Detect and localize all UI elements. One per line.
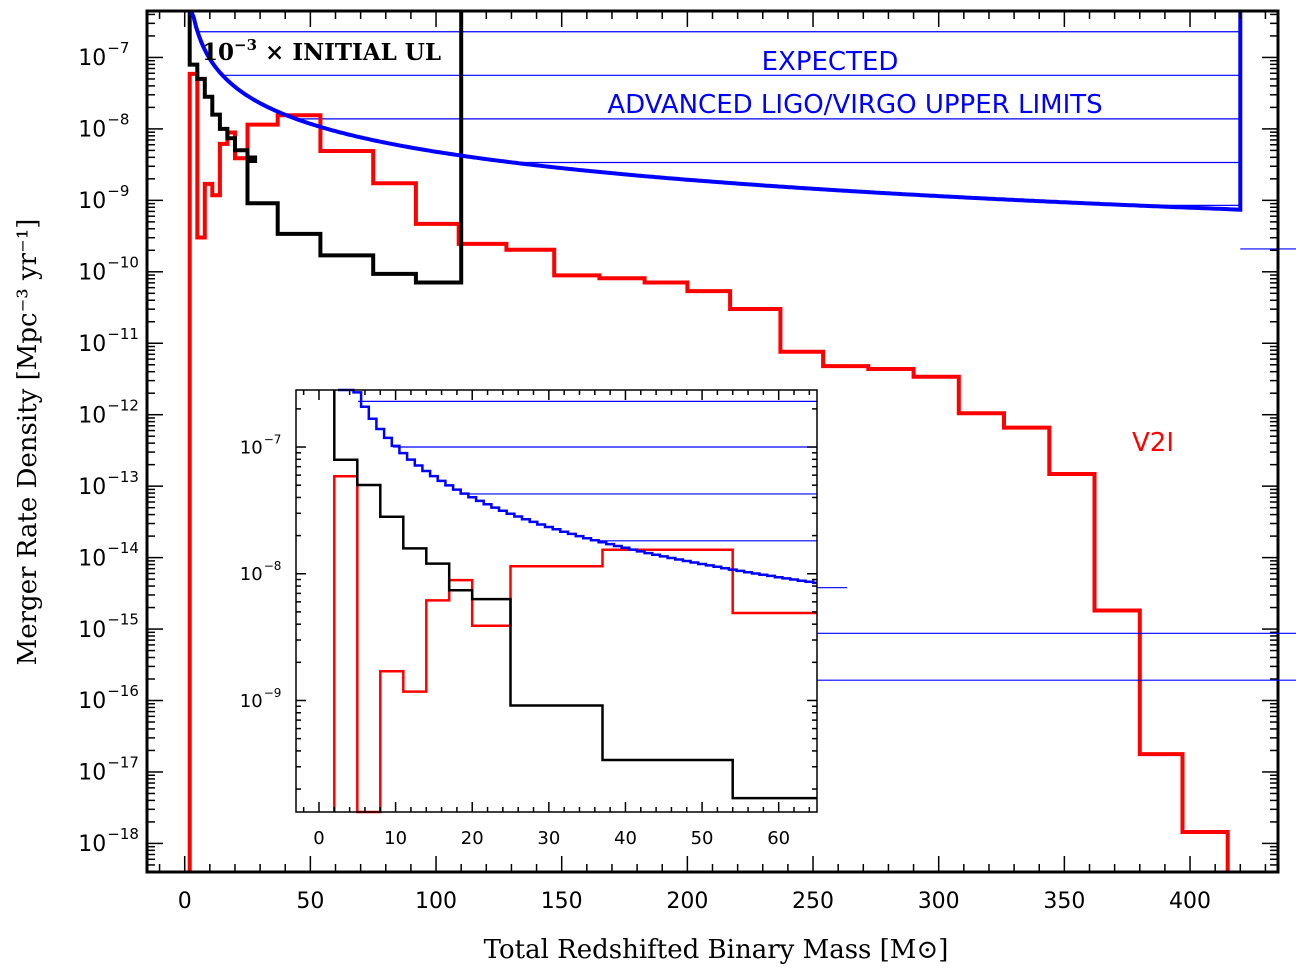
main-y-tick-label: 10 [78, 832, 106, 857]
main-x-tick-label: 350 [1043, 889, 1085, 914]
inset-y-tick-label: 10 [240, 691, 263, 712]
main-y-tick-label: 10 [78, 46, 106, 71]
main-y-tick-exponent: −14 [107, 539, 139, 557]
main-x-tick-label: 100 [415, 889, 457, 914]
inset-y-tick-label: 10 [240, 564, 263, 585]
initial-ul-annotation: 10−3 × INITIAL UL [202, 36, 441, 66]
main-y-tick-label: 10 [78, 546, 106, 571]
inset-plot-frame [295, 389, 818, 813]
main-x-tick-label: 50 [296, 889, 324, 914]
main-series [187, 10, 1243, 872]
inset-x-tick-label: 50 [691, 828, 714, 849]
inset-background [296, 390, 817, 812]
expected-label: EXPECTED [762, 47, 899, 77]
main-x-tick-label: 300 [918, 889, 960, 914]
main-y-tick-exponent: −12 [107, 396, 139, 414]
main-series-expected-ul [189, 10, 1243, 212]
main-y-tick-label: 10 [78, 118, 106, 143]
inset-y-tick-exponent: −7 [264, 432, 282, 446]
main-x-tick-label: 150 [541, 889, 583, 914]
y-axis-label: Merger Rate Density [Mpc⁻³ yr⁻¹] [13, 219, 43, 666]
main-y-tick-exponent: −17 [107, 754, 139, 772]
inset-x-tick-label: 20 [461, 828, 484, 849]
v2i-label: V2I [1132, 428, 1174, 458]
main-y-tick-exponent: −15 [107, 611, 139, 629]
main-y-tick-label: 10 [78, 261, 106, 286]
main-y-tick-exponent: −8 [107, 110, 129, 128]
main-y-tick-label: 10 [78, 618, 106, 643]
main-y-tick-exponent: −7 [107, 39, 129, 57]
main-y-tick-exponent: −13 [107, 468, 139, 486]
main-y-tick-exponent: −9 [107, 182, 129, 200]
inset-x-tick-label: 30 [537, 828, 560, 849]
main-y-tick-exponent: −10 [107, 253, 139, 271]
advanced-ligo-label: ADVANCED LIGO/VIRGO UPPER LIMITS [607, 90, 1102, 120]
main-plot-frame [145, 9, 1280, 874]
inset-series-expected-ul [338, 388, 817, 585]
inset-y-tick-label: 10 [240, 437, 263, 458]
main-series-initial-ul [187, 11, 464, 285]
main-x-tick-label: 200 [666, 889, 708, 914]
main-x-tick-label: 0 [178, 889, 192, 914]
main-y-tick-label: 10 [78, 689, 106, 714]
main-y-tick-exponent: −11 [107, 325, 139, 343]
main-x-tick-label: 250 [792, 889, 834, 914]
inset-y-tick-exponent: −8 [264, 559, 282, 573]
inset-x-tick-label: 10 [384, 828, 407, 849]
main-y-tick-label: 10 [78, 189, 106, 214]
inset-x-tick-label: 0 [313, 828, 324, 849]
main-hatch-lines [197, 31, 1296, 250]
inset-series-initial-ul [333, 390, 817, 800]
main-y-tick-exponent: −16 [107, 682, 139, 700]
inset-x-tick-label: 40 [614, 828, 637, 849]
main-y-tick-label: 10 [78, 403, 106, 428]
inset-x-tick-label: 60 [767, 828, 790, 849]
main-x-tick-label: 400 [1169, 889, 1211, 914]
main-y-tick-label: 10 [78, 475, 106, 500]
main-series-v2i [187, 71, 1230, 872]
x-axis-label: Total Redshifted Binary Mass [M⊙] [484, 935, 949, 965]
main-y-tick-exponent: −18 [107, 825, 139, 843]
inset-hatch-lines [358, 400, 1296, 681]
inset-y-tick-exponent: −9 [264, 686, 282, 700]
main-y-tick-label: 10 [78, 332, 106, 357]
main-y-tick-label: 10 [78, 761, 106, 786]
